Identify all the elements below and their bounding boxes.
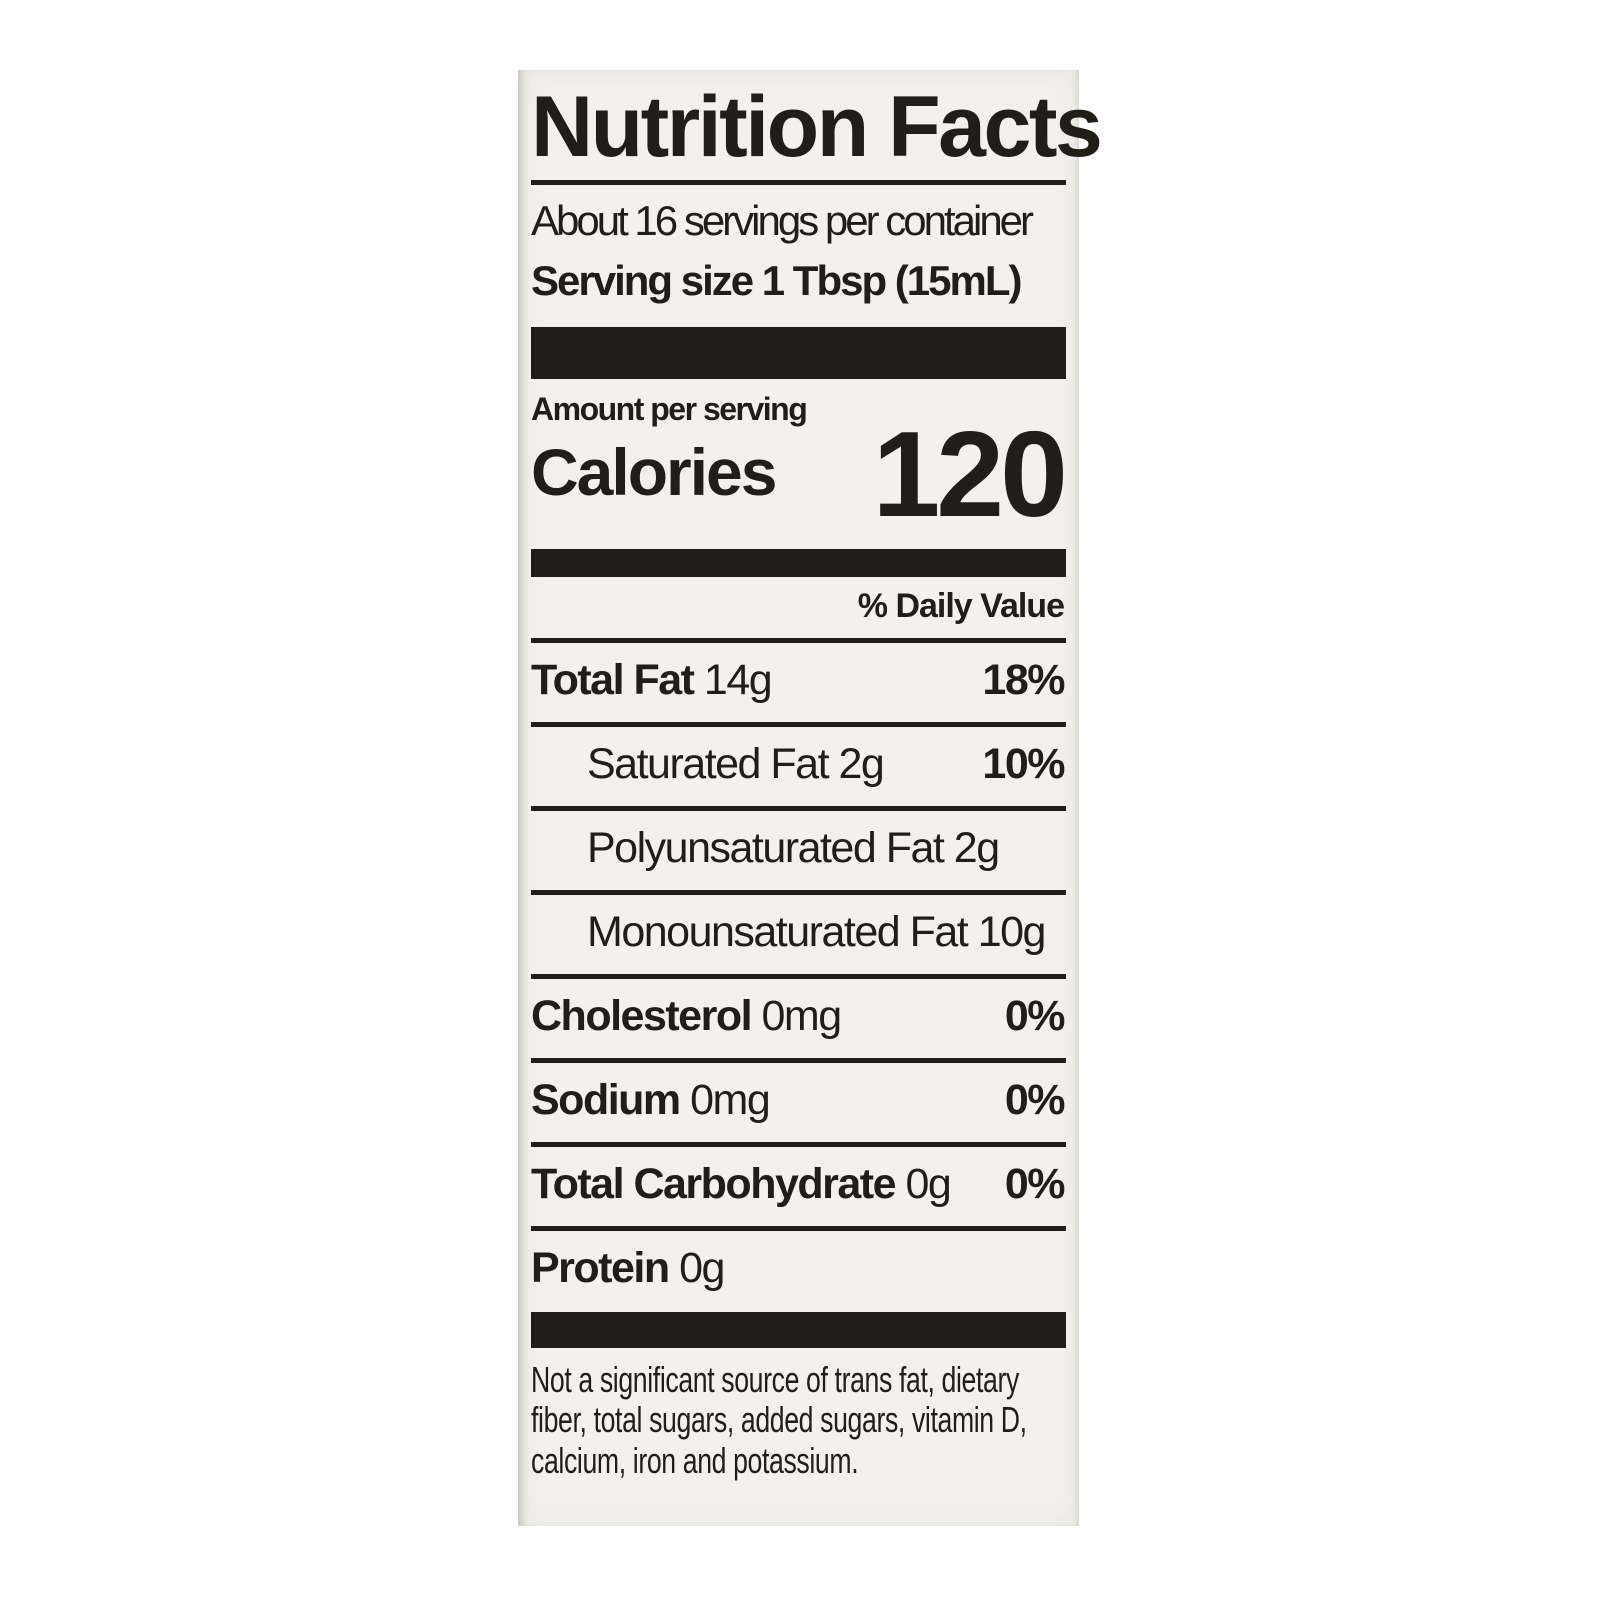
nutrient-amount: 2g [838,739,885,788]
nutrient-name: Polyunsaturated Fat [587,823,945,872]
serving-size: Serving size 1 Tbsp (15mL) [531,256,1023,304]
footnote-line: Not a significant source of trans fat, d… [531,1358,1019,1400]
nutrient-daily-value: 10% [982,739,1065,788]
nutrient-name: Saturated Fat [587,739,830,788]
nutrition-facts-label: Nutrition Facts About 16 servings per co… [518,70,1103,1526]
footnote-line: calcium, iron and potassium. [531,1440,859,1482]
nutrient-daily-value: 0% [1004,1159,1066,1208]
servings-per-container: About 16 servings per container [531,196,1034,244]
nutrient-row: Sodium 0mg 0% [531,1057,1066,1142]
calories-value: 120 [872,405,1068,542]
nutrient-row: Cholesterol 0mg 0% [531,973,1066,1058]
separator-bar-medium [531,548,1066,577]
nutrient-name: Total Carbohydrate [531,1159,897,1208]
nutrient-amount: 14g [703,655,773,704]
amount-per-serving-label: Amount per serving [531,390,808,427]
nutrient-row: Total Carbohydrate 0g 0% [531,1141,1066,1226]
nutrient-name: Protein [531,1243,670,1292]
nutrient-amount: 2g [953,823,1000,872]
nutrient-row: Total Fat 14g 18% [531,637,1066,722]
nutrient-row: Monounsaturated Fat 10g [531,889,1066,974]
nutrient-amount: 0g [679,1243,725,1292]
nutrient-daily-value: 18% [982,655,1065,704]
label-title: Nutrition Facts [531,83,1103,185]
calories-section: Amount per serving Calories 120 [531,379,1068,542]
separator-bar-thick-bottom [531,1311,1066,1348]
nutrient-daily-value: 0% [1004,1075,1066,1124]
nutrient-amount: 0mg [690,1075,771,1124]
separator-bar-thick-top [531,326,1066,379]
nutrient-name: Total Fat [531,655,695,704]
nutrient-name: Monounsaturated Fat [587,907,969,956]
footnote-line: fiber, total sugars, added sugars, vitam… [531,1399,1027,1441]
nutrient-amount: 10g [977,907,1047,956]
nutrient-amount: 0mg [761,991,843,1040]
calories-label: Calories [531,434,777,509]
daily-value-header: % Daily Value [857,586,1065,625]
nutrient-name: Sodium [531,1075,681,1124]
nutrient-daily-value: 0% [1004,991,1066,1040]
nutrient-name: Cholesterol [531,991,753,1040]
nutrient-row: Polyunsaturated Fat 2g [531,805,1066,890]
nutrient-row: Protein 0g [531,1225,1066,1310]
nutrient-amount: 0g [905,1159,951,1208]
footnote: Not a significant source of trans fat, d… [531,1358,1027,1482]
nutrient-row: Saturated Fat 2g 10% [531,721,1066,806]
nutrient-rows: Total Fat 14g 18% Saturated Fat 2g 10% P… [531,637,1066,1310]
